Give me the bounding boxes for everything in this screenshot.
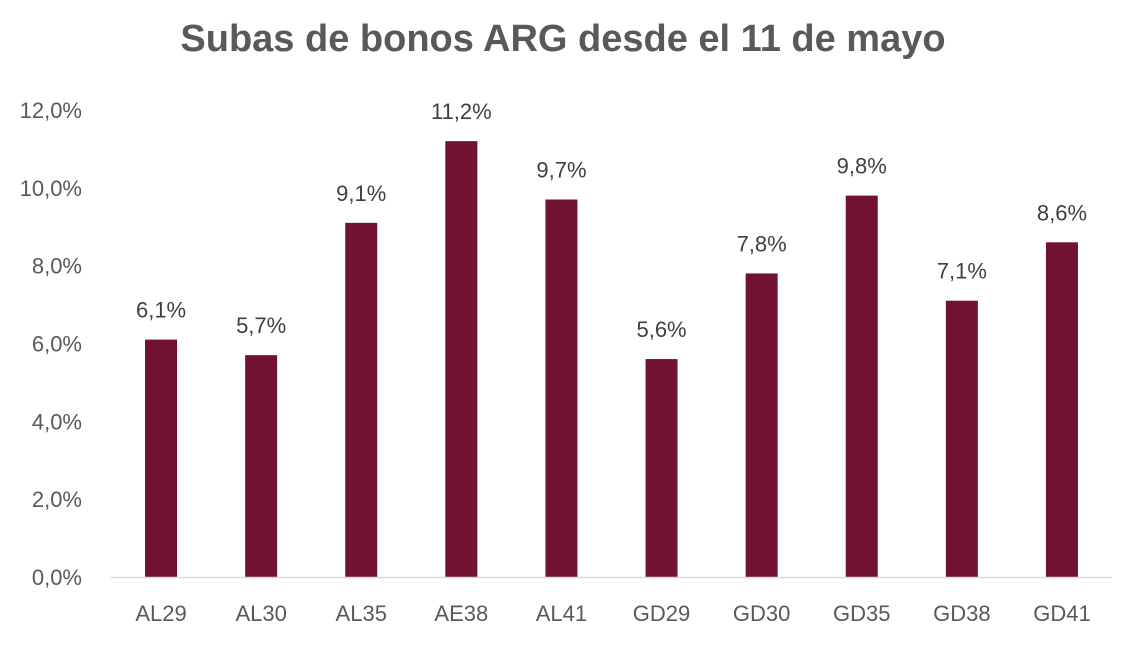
x-tick-label: AL29 (135, 601, 186, 626)
chart-title: Subas de bonos ARG desde el 11 de mayo (180, 18, 946, 60)
data-label: 7,8% (737, 231, 787, 256)
y-tick-label: 4,0% (32, 409, 82, 434)
y-tick-label: 2,0% (32, 487, 82, 512)
data-label: 9,8% (837, 154, 887, 179)
data-label: 9,1% (336, 181, 386, 206)
x-tick-label: AL30 (235, 601, 286, 626)
y-tick-label: 0,0% (32, 565, 82, 590)
data-label: 6,1% (136, 298, 186, 323)
x-tick-label: GD30 (733, 601, 790, 626)
y-tick-label: 8,0% (32, 254, 82, 279)
bar-gd35 (845, 195, 878, 577)
x-tick-label: AL41 (536, 601, 587, 626)
data-label: 5,6% (636, 317, 686, 342)
x-tick-label: AE38 (434, 601, 488, 626)
y-axis: 0,0% 2,0% 4,0% 6,0% 8,0% 10,0% 12,0% (20, 98, 82, 590)
x-tick-label: AL35 (336, 601, 387, 626)
data-label: 7,1% (937, 259, 987, 284)
bar-gd29 (645, 359, 678, 577)
bar-al35 (345, 222, 378, 577)
x-tick-label: GD35 (833, 601, 890, 626)
bars (145, 141, 1078, 578)
data-label: 11,2% (431, 99, 492, 124)
bar-gd41 (1045, 242, 1078, 578)
y-tick-label: 6,0% (32, 332, 82, 357)
y-tick-label: 10,0% (20, 176, 82, 201)
data-labels: 6,1% 5,7% 9,1% 11,2% 9,7% 5,6% 7,8% 9,8% 7,1% 8,6… (136, 99, 1087, 342)
y-tick-label: 12,0% (20, 98, 82, 123)
bar-al29 (145, 339, 178, 577)
data-label: 8,6% (1037, 200, 1087, 225)
bar-gd38 (945, 300, 978, 577)
bar-al30 (245, 355, 278, 577)
data-label: 5,7% (236, 313, 286, 338)
x-tick-label: GD29 (633, 601, 690, 626)
x-axis: AL29 AL30 AL35 AE38 AL41 GD29 GD30 GD35 GD38 GD41 (111, 576, 1112, 626)
bar-al41 (545, 199, 578, 577)
bar-gd30 (745, 273, 778, 577)
data-label: 9,7% (536, 158, 586, 183)
x-tick-label: GD38 (933, 601, 990, 626)
bar-ae38 (445, 141, 478, 577)
x-tick-label: GD41 (1033, 601, 1090, 626)
